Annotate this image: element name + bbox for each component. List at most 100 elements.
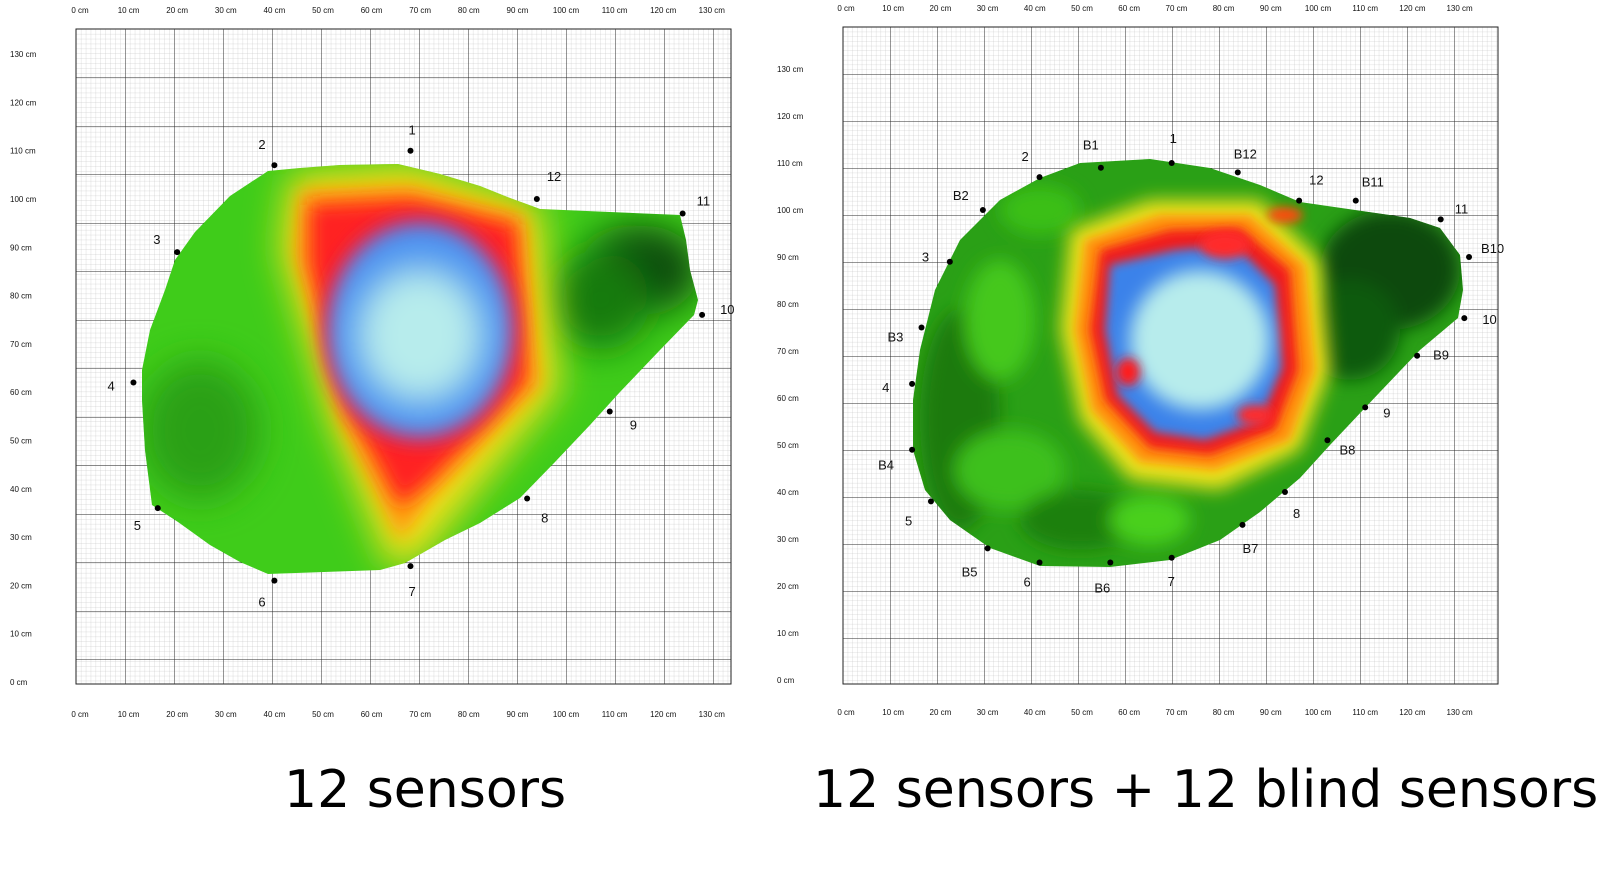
sensor-dot <box>1239 521 1246 528</box>
x-tick-label-bottom: 20 cm <box>166 710 188 719</box>
sensor-dot <box>606 408 613 415</box>
x-tick-label-top: 120 cm <box>1399 4 1426 13</box>
x-tick-label-bottom: 90 cm <box>1260 708 1282 717</box>
sensor-dot <box>946 258 953 265</box>
sensor-dot <box>1097 164 1104 171</box>
sensor-dot <box>1168 554 1175 561</box>
x-tick-label-bottom: 80 cm <box>1213 708 1235 717</box>
sensor-dot <box>533 196 540 202</box>
sensor-label: B9 <box>1433 348 1449 363</box>
x-tick-label-top: 100 cm <box>553 6 580 15</box>
sensor-label: 7 <box>408 584 415 599</box>
y-tick-label: 90 cm <box>777 253 799 262</box>
x-tick-label-top: 10 cm <box>882 4 904 13</box>
x-tick-label-bottom: 50 cm <box>1071 708 1093 717</box>
sensor-dot <box>1437 216 1444 223</box>
x-tick-label-bottom: 130 cm <box>699 710 726 719</box>
x-tick-label-bottom: 60 cm <box>1118 708 1140 717</box>
sensor-dot <box>918 324 925 331</box>
sensor-label: B1 <box>1083 138 1099 153</box>
x-tick-label-top: 80 cm <box>1213 4 1235 13</box>
left-caption: 12 sensors <box>284 760 567 820</box>
x-tick-label-top: 0 cm <box>837 4 855 13</box>
y-tick-label: 50 cm <box>10 437 32 446</box>
sensor-label: 2 <box>258 137 265 152</box>
y-tick-label: 10 cm <box>10 630 32 639</box>
x-tick-label-bottom: 70 cm <box>1166 708 1188 717</box>
y-tick-label: 130 cm <box>10 50 37 59</box>
sensor-label: 12 <box>547 169 561 184</box>
y-tick-label: 110 cm <box>777 159 803 168</box>
x-tick-label-top: 20 cm <box>166 6 188 15</box>
sensor-label: B2 <box>953 188 969 203</box>
sensor-dot <box>1362 404 1369 411</box>
sensor-label: 12 <box>1309 173 1323 188</box>
x-tick-label-bottom: 90 cm <box>507 710 529 719</box>
sensor-label: 6 <box>258 595 265 610</box>
x-tick-label-top: 130 cm <box>1446 4 1473 13</box>
sensor-dot <box>927 498 934 505</box>
y-tick-label: 10 cm <box>777 629 799 638</box>
y-tick-label: 20 cm <box>777 582 799 591</box>
y-tick-label: 0 cm <box>777 676 795 685</box>
y-tick-label: 90 cm <box>10 243 32 252</box>
sensor-dot <box>1168 160 1175 166</box>
x-tick-label-top: 110 cm <box>602 6 628 15</box>
x-tick-label-top: 90 cm <box>507 6 529 15</box>
y-tick-label: 130 cm <box>777 65 804 74</box>
sensor-dot <box>1107 559 1114 566</box>
y-tick-label: 100 cm <box>777 206 804 215</box>
sensor-dot <box>699 311 706 318</box>
sensor-label: B8 <box>1339 442 1355 457</box>
y-tick-label: 50 cm <box>777 441 799 450</box>
x-tick-label-top: 70 cm <box>409 6 431 15</box>
sensor-dot <box>679 210 686 217</box>
sensor-label: 3 <box>922 250 929 265</box>
x-tick-label-top: 20 cm <box>930 4 952 13</box>
sensor-label: 7 <box>1168 574 1175 589</box>
y-tick-label: 40 cm <box>777 488 799 497</box>
sensor-label: 10 <box>720 302 734 317</box>
x-tick-label-bottom: 110 cm <box>602 710 628 719</box>
x-tick-label-bottom: 0 cm <box>837 708 855 717</box>
sensor-dot <box>174 249 181 256</box>
sensor-dot <box>154 505 161 512</box>
x-tick-label-bottom: 40 cm <box>1024 708 1046 717</box>
sensor-label: 1 <box>1170 131 1177 146</box>
sensor-dot <box>407 147 414 154</box>
x-tick-label-top: 10 cm <box>118 6 140 15</box>
x-tick-label-bottom: 80 cm <box>458 710 480 719</box>
sensor-label: 1 <box>408 123 415 138</box>
y-tick-label: 30 cm <box>10 533 32 542</box>
sensor-dot <box>1234 169 1241 176</box>
sensor-label: 9 <box>1383 405 1390 420</box>
x-tick-label-top: 30 cm <box>215 6 237 15</box>
sensor-dot <box>1281 489 1288 495</box>
x-tick-label-top: 50 cm <box>312 6 334 15</box>
sensor-dot <box>271 162 278 169</box>
x-tick-label-bottom: 10 cm <box>882 708 904 717</box>
sensor-dot <box>1036 559 1043 566</box>
x-tick-label-bottom: 100 cm <box>1305 708 1332 717</box>
x-tick-label-top: 60 cm <box>1118 4 1140 13</box>
y-tick-label: 0 cm <box>10 678 28 687</box>
sensor-label: 9 <box>630 418 637 433</box>
sensor-label: B6 <box>1094 581 1110 596</box>
x-tick-label-bottom: 10 cm <box>118 710 140 719</box>
x-tick-label-bottom: 120 cm <box>1399 708 1426 717</box>
x-tick-label-bottom: 40 cm <box>264 710 286 719</box>
sensor-label: 8 <box>1293 506 1300 521</box>
sensor-dot <box>1296 197 1303 204</box>
sensor-label: 3 <box>153 232 160 247</box>
sensor-dot <box>984 545 991 552</box>
sensor-label: B5 <box>962 564 978 579</box>
x-tick-label-top: 80 cm <box>458 6 480 15</box>
x-tick-label-top: 90 cm <box>1260 4 1282 13</box>
x-tick-label-bottom: 30 cm <box>977 708 999 717</box>
sensor-dot <box>909 380 916 387</box>
sensor-label: B3 <box>888 330 904 345</box>
right-caption: 12 sensors + 12 blind sensors <box>813 760 1599 820</box>
